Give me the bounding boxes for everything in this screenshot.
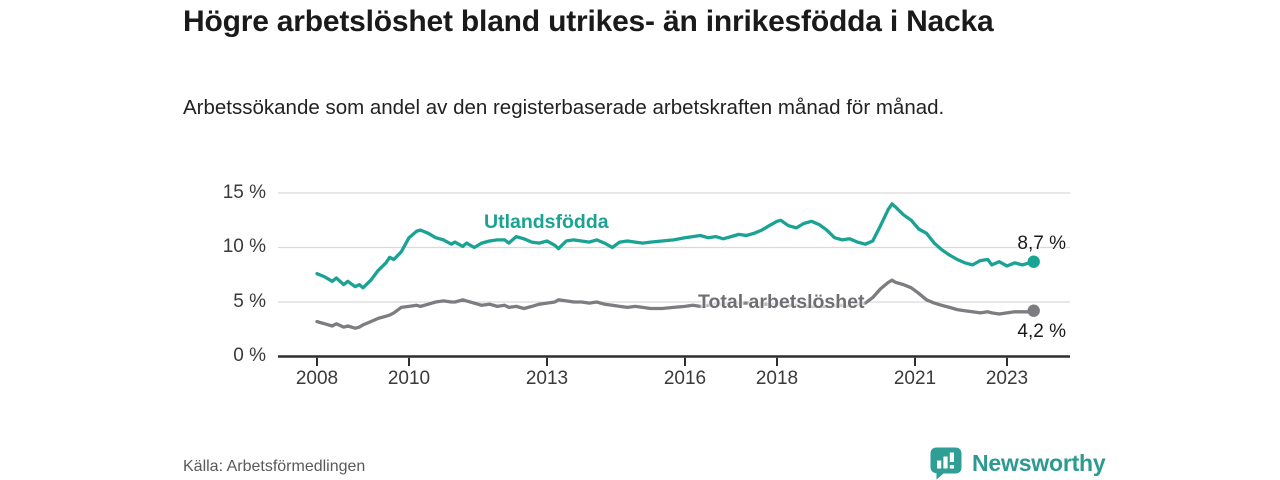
y-tick-label-0: 0 % xyxy=(233,345,266,366)
series-label-total-arbetsloshet: Total arbetslöshet xyxy=(698,291,865,313)
series-label-utlandsfodda: Utlandsfödda xyxy=(484,211,609,233)
end-value-label-utlandsfodda: 8,7 % xyxy=(1017,233,1066,254)
page-subtitle: Arbetssökande som andel av den registerb… xyxy=(183,96,945,119)
newsworthy-wordmark: Newsworthy xyxy=(972,449,1106,476)
y-tick-label-15: 15 % xyxy=(222,182,266,203)
newsworthy-icon xyxy=(930,447,962,480)
newsworthy-logo: Newsworthy xyxy=(929,446,1106,480)
source-note: Källa: Arbetsförmedlingen xyxy=(183,458,366,475)
x-tick-label-2013: 2013 xyxy=(525,368,569,389)
x-tick-label-2018: 2018 xyxy=(755,368,799,389)
end-value-label-total: 4,2 % xyxy=(1017,321,1066,342)
x-tick-label-2010: 2010 xyxy=(387,368,431,389)
x-tick-label-2008: 2008 xyxy=(295,368,339,389)
y-tick-label-10: 10 % xyxy=(222,236,266,257)
page-title: Högre arbetslöshet bland utrikes- än inr… xyxy=(183,5,994,38)
y-tick-label-5: 5 % xyxy=(233,291,266,312)
x-tick-label-2023: 2023 xyxy=(985,368,1029,389)
x-tick-label-2021: 2021 xyxy=(893,368,937,389)
x-tick-label-2016: 2016 xyxy=(663,368,707,389)
